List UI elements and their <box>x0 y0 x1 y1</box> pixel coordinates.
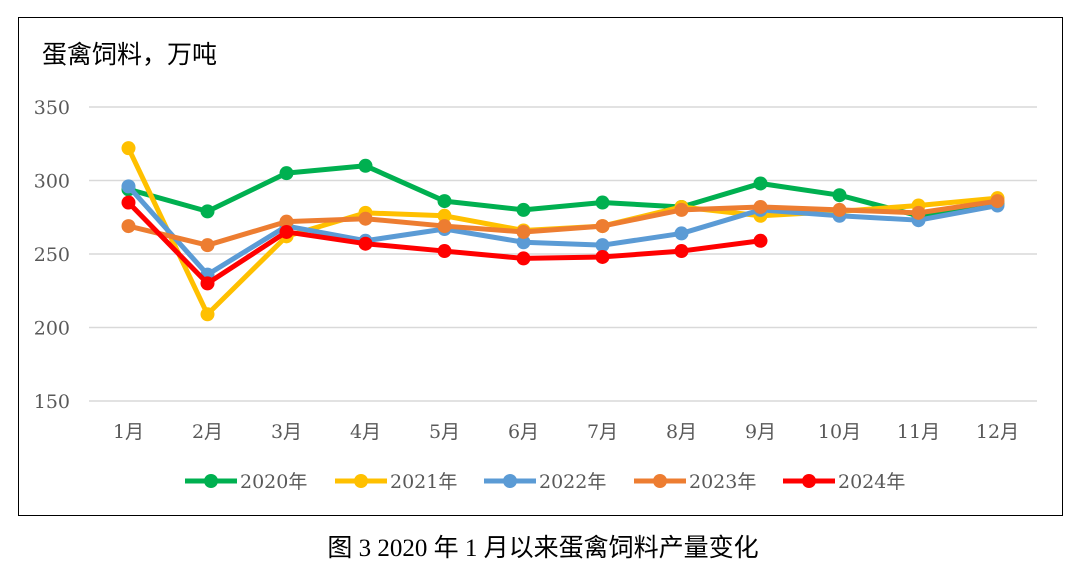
figure-caption: 图 3 2020 年 1 月以来蛋禽饲料产量变化 <box>327 535 759 562</box>
series-2024年 <box>121 195 768 291</box>
x-tick-label: 10月 <box>818 421 861 443</box>
data-point <box>437 219 452 234</box>
x-tick-label: 7月 <box>587 421 618 443</box>
data-point <box>200 307 215 322</box>
data-point <box>516 251 531 266</box>
series-line <box>127 198 998 248</box>
y-tick-label: 300 <box>34 171 70 193</box>
x-tick-label: 5月 <box>429 421 460 443</box>
data-point <box>832 202 847 217</box>
data-point <box>674 244 689 259</box>
data-point <box>437 194 452 209</box>
x-tick-label: 12月 <box>976 421 1019 443</box>
data-point <box>121 141 136 156</box>
legend-item: 2024年 <box>783 471 905 493</box>
data-point <box>753 176 768 191</box>
data-point <box>674 226 689 241</box>
series-line <box>127 163 998 219</box>
legend-item: 2023年 <box>634 471 756 493</box>
legend-label: 2020年 <box>240 471 307 493</box>
legend-label: 2024年 <box>838 471 905 493</box>
data-point <box>990 194 1005 209</box>
data-point <box>437 244 452 259</box>
x-tick-label: 1月 <box>113 421 144 443</box>
legend-marker <box>503 474 517 488</box>
data-point <box>832 188 847 203</box>
y-tick-label: 200 <box>34 318 70 340</box>
data-point <box>674 202 689 217</box>
data-point <box>121 179 136 194</box>
data-point <box>200 238 215 253</box>
data-point <box>595 249 610 264</box>
y-tick-label: 350 <box>34 97 70 119</box>
legend-marker <box>204 474 218 488</box>
x-tick-label: 4月 <box>350 421 381 443</box>
data-point <box>595 195 610 210</box>
legend-marker <box>802 474 816 488</box>
data-point <box>595 219 610 234</box>
data-point <box>358 211 373 226</box>
legend-label: 2023年 <box>689 471 756 493</box>
data-point <box>516 224 531 239</box>
data-point <box>121 195 136 210</box>
x-tick-label: 11月 <box>897 421 940 443</box>
series-line <box>126 184 998 278</box>
data-point <box>516 235 531 250</box>
data-point <box>121 219 136 234</box>
data-point <box>279 166 294 181</box>
chart-frame <box>18 17 1063 516</box>
legend-label: 2022年 <box>539 471 606 493</box>
data-point <box>437 208 452 223</box>
data-point <box>595 238 610 253</box>
x-tick-label: 9月 <box>745 421 776 443</box>
data-point <box>279 224 294 239</box>
legend-item: 2020年 <box>185 471 307 493</box>
x-tick-label: 2月 <box>192 421 223 443</box>
y-tick-label: 150 <box>34 391 70 413</box>
x-tick-label: 8月 <box>666 421 697 443</box>
legend-marker <box>354 474 368 488</box>
legend-item: 2021年 <box>335 471 457 493</box>
data-point <box>516 202 531 217</box>
chart-title: 蛋禽饲料，万吨 <box>42 40 217 69</box>
data-point <box>753 199 768 214</box>
data-point <box>200 204 215 219</box>
legend-item: 2022年 <box>484 471 606 493</box>
legend-label: 2021年 <box>390 471 457 493</box>
data-point <box>911 205 926 220</box>
data-point <box>279 214 294 229</box>
data-point <box>753 233 768 248</box>
data-point <box>358 158 373 173</box>
data-point <box>200 276 215 291</box>
series-2023年 <box>121 194 1005 253</box>
x-tick-label: 3月 <box>271 421 302 443</box>
legend-marker <box>653 474 667 488</box>
x-tick-label: 6月 <box>508 421 539 443</box>
y-tick-label: 250 <box>34 244 70 266</box>
data-point <box>358 236 373 251</box>
